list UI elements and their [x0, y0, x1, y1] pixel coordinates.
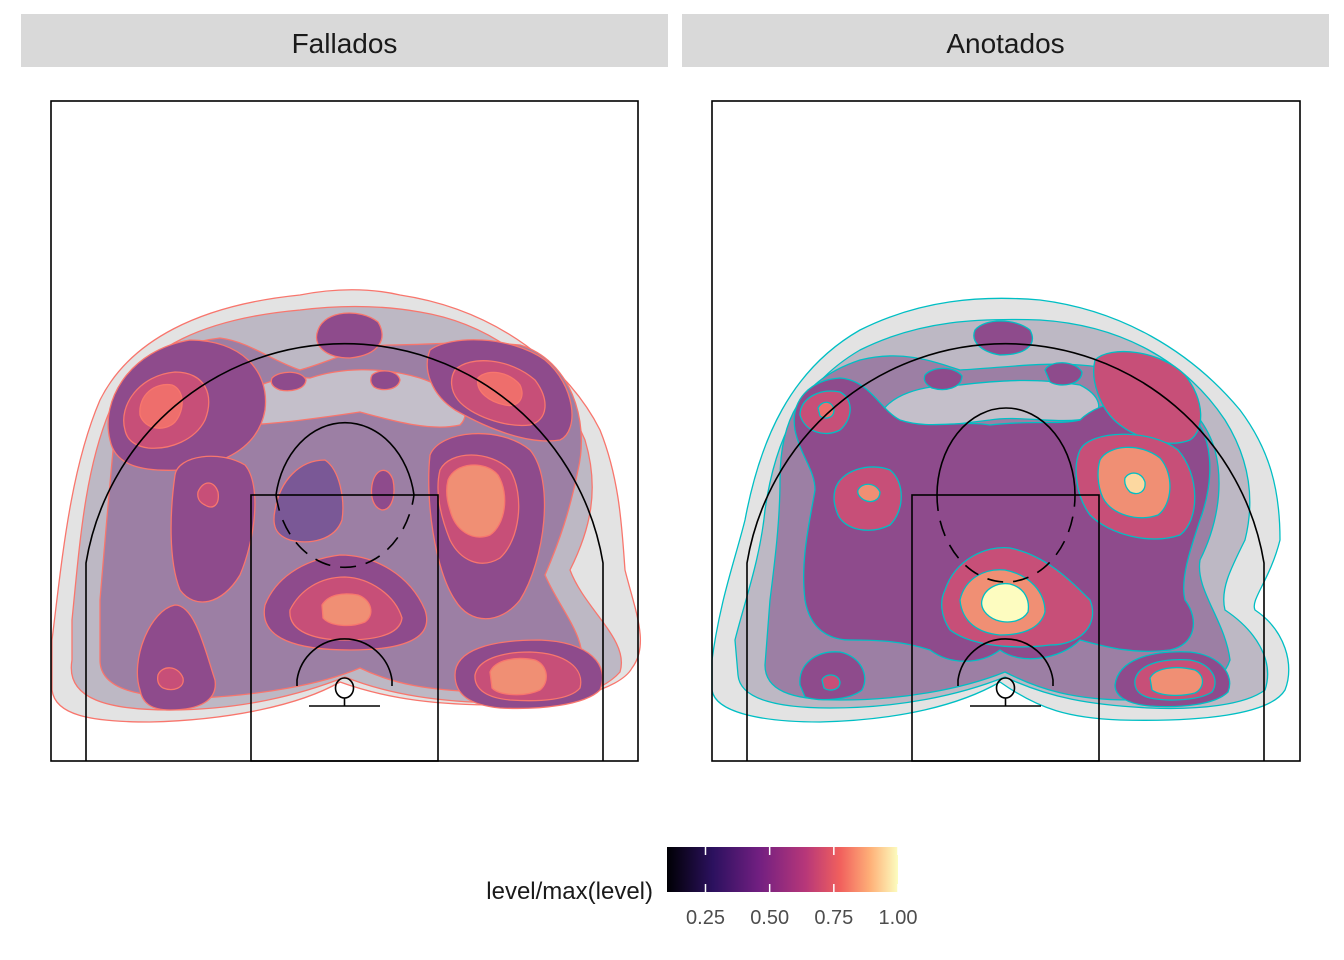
contour-level-4-left: [170, 455, 256, 603]
paint-key: [911, 494, 1100, 762]
legend-tick-label-0: 0.25: [686, 907, 725, 929]
contour-level-4-small-2: [370, 370, 401, 391]
contour-level-5-bottomleft: [157, 667, 184, 691]
free-throw-circle-top: [275, 421, 415, 496]
density-contours-anotados: [711, 297, 1290, 723]
legend: level/max(level) 0.25 0.50 0.75 1.00: [486, 847, 917, 929]
three-point-line: [746, 342, 1265, 761]
contour-level-6-topright: [477, 371, 523, 407]
contour-level-4-topright-small: [1044, 362, 1083, 386]
contour-level-7-right: [1124, 472, 1146, 495]
restricted-area-arc: [957, 638, 1054, 686]
contour-level-5-topright: [1093, 350, 1202, 444]
facet-anotados: Anotados: [682, 14, 1329, 723]
legend-tick-label-3: 1.00: [879, 907, 918, 929]
contour-level-6-left: [857, 483, 881, 503]
density-contours-fallados: [51, 289, 642, 723]
contour-level-6-center: [321, 593, 372, 627]
contour-level-7-center: [980, 582, 1030, 623]
strip-label-fallados: Fallados: [292, 28, 398, 59]
legend-tick-label-2: 0.75: [814, 907, 853, 929]
court-fallados: [50, 100, 639, 762]
free-throw-circle-bottom: [936, 494, 1076, 583]
contour-level-4-topcenter: [973, 320, 1033, 356]
contour-level-4-bottomleft: [136, 604, 216, 711]
legend-tick-label-1: 0.50: [750, 907, 789, 929]
strip-background-anotados: [682, 14, 1329, 67]
contour-level-4-small-1: [270, 371, 307, 392]
contour-level-3d: [370, 469, 395, 511]
court-anotados: [711, 100, 1301, 762]
contour-level-5-left: [197, 482, 219, 508]
rim: [995, 677, 1016, 699]
contour-level-4-topleft-small: [923, 367, 963, 391]
legend-ticks: 0.25 0.50 0.75 1.00: [686, 847, 917, 929]
contour-level-5-bottomleft: [821, 674, 841, 691]
restricted-area-arc: [296, 638, 393, 686]
contour-level-3c: [273, 459, 344, 543]
free-throw-circle-top: [936, 407, 1076, 496]
contour-level-4-topcenter: [315, 312, 383, 359]
strip-background-fallados: [21, 14, 668, 67]
paint-key: [250, 494, 439, 762]
facet-fallados: Fallados: [21, 14, 668, 723]
free-throw-circle-bottom: [275, 494, 415, 569]
strip-label-anotados: Anotados: [946, 28, 1064, 59]
colorbar: [667, 847, 898, 892]
three-point-line: [85, 342, 604, 761]
rim: [334, 677, 355, 699]
contour-level-6-bottomright: [1149, 667, 1204, 697]
legend-title: level/max(level): [486, 878, 653, 905]
contour-level-6-right: [446, 464, 506, 538]
contour-level-6-bottomright: [489, 657, 547, 696]
